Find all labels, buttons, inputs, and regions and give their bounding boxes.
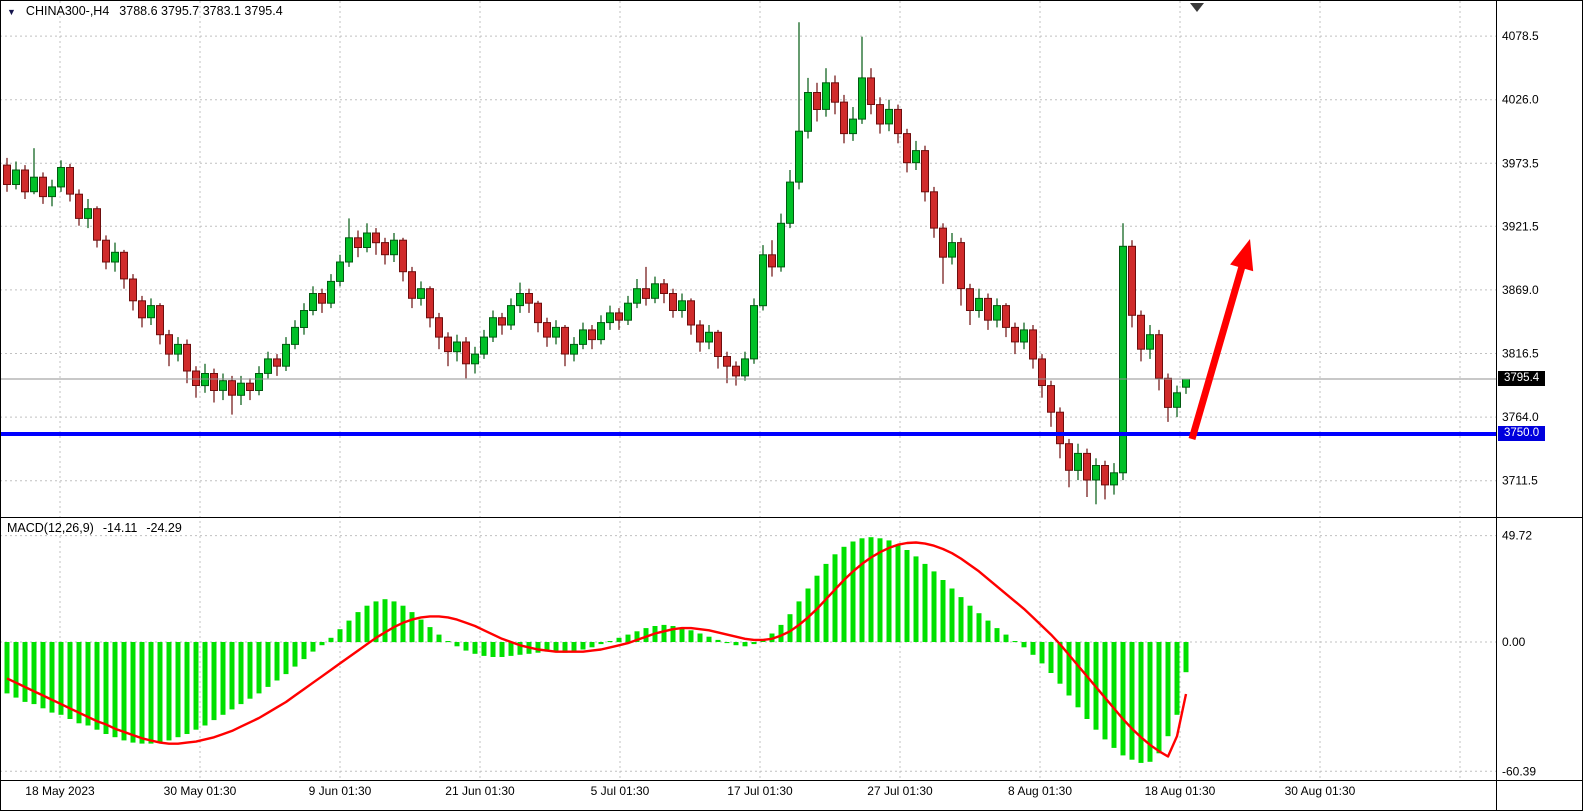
svg-text:4078.5: 4078.5: [1502, 29, 1539, 43]
svg-text:27 Jul 01:30: 27 Jul 01:30: [867, 784, 933, 798]
svg-text:3973.5: 3973.5: [1502, 156, 1539, 170]
chart-shift-marker-icon[interactable]: [1190, 3, 1204, 12]
svg-text:30 Aug 01:30: 30 Aug 01:30: [1285, 784, 1356, 798]
symbol-ohlc-values: 3788.6 3795.7 3783.1 3795.4: [119, 4, 283, 18]
svg-text:-60.39: -60.39: [1502, 764, 1536, 778]
candles: [3, 22, 1190, 505]
macd-signal-line: [6, 541, 1188, 758]
svg-text:3711.5: 3711.5: [1502, 474, 1538, 488]
svg-text:9 Jun 01:30: 9 Jun 01:30: [309, 784, 372, 798]
macd-signal-value: -24.29: [146, 521, 182, 535]
symbol-collapse-icon[interactable]: ▼: [7, 6, 16, 17]
svg-text:8 Aug 01:30: 8 Aug 01:30: [1008, 784, 1072, 798]
macd-main-value: -14.11: [102, 521, 138, 535]
svg-text:0.00: 0.00: [1502, 635, 1526, 649]
current-price-badge: 3795.4: [1498, 371, 1546, 387]
svg-text:3869.0: 3869.0: [1502, 283, 1539, 297]
svg-text:4026.0: 4026.0: [1502, 93, 1539, 107]
svg-text:30 May 01:30: 30 May 01:30: [164, 784, 237, 798]
symbol-name: CHINA300-,H4: [25, 4, 110, 18]
trend-arrow-head[interactable]: [1230, 239, 1254, 272]
svg-text:49.72: 49.72: [1502, 529, 1532, 543]
svg-text:18 Aug 01:30: 18 Aug 01:30: [1145, 784, 1216, 798]
macd-label: MACD(12,26,9): [7, 521, 94, 535]
symbol-header: ▼ CHINA300-,H4 3788.6 3795.7 3783.1 3795…: [7, 4, 283, 18]
trend-arrow-shaft[interactable]: [1188, 262, 1247, 440]
price-axis-labels: 4078.5 4026.0 3973.5 3921.5 3869.0 3816.5 3764…: [1502, 29, 1539, 488]
svg-text:18 May 2023: 18 May 2023: [25, 784, 95, 798]
support-line-price-badge[interactable]: 3750.0: [1498, 426, 1546, 442]
svg-text:17 Jul 01:30: 17 Jul 01:30: [727, 784, 793, 798]
gridlines: [0, 1, 1496, 780]
svg-text:3764.0: 3764.0: [1502, 410, 1539, 424]
time-axis-labels: 18 May 2023 30 May 01:30 9 Jun 01:30 21 Jun…: [25, 784, 1355, 798]
svg-text:5 Jul 01:30: 5 Jul 01:30: [591, 784, 650, 798]
svg-text:3816.5: 3816.5: [1502, 347, 1539, 361]
svg-text:3921.5: 3921.5: [1502, 219, 1539, 233]
macd-axis-labels: 49.72 0.00 -60.39: [1502, 529, 1536, 779]
macd-indicator-header: MACD(12,26,9) -14.11 -24.29: [7, 521, 182, 535]
svg-text:21 Jun 01:30: 21 Jun 01:30: [445, 784, 515, 798]
